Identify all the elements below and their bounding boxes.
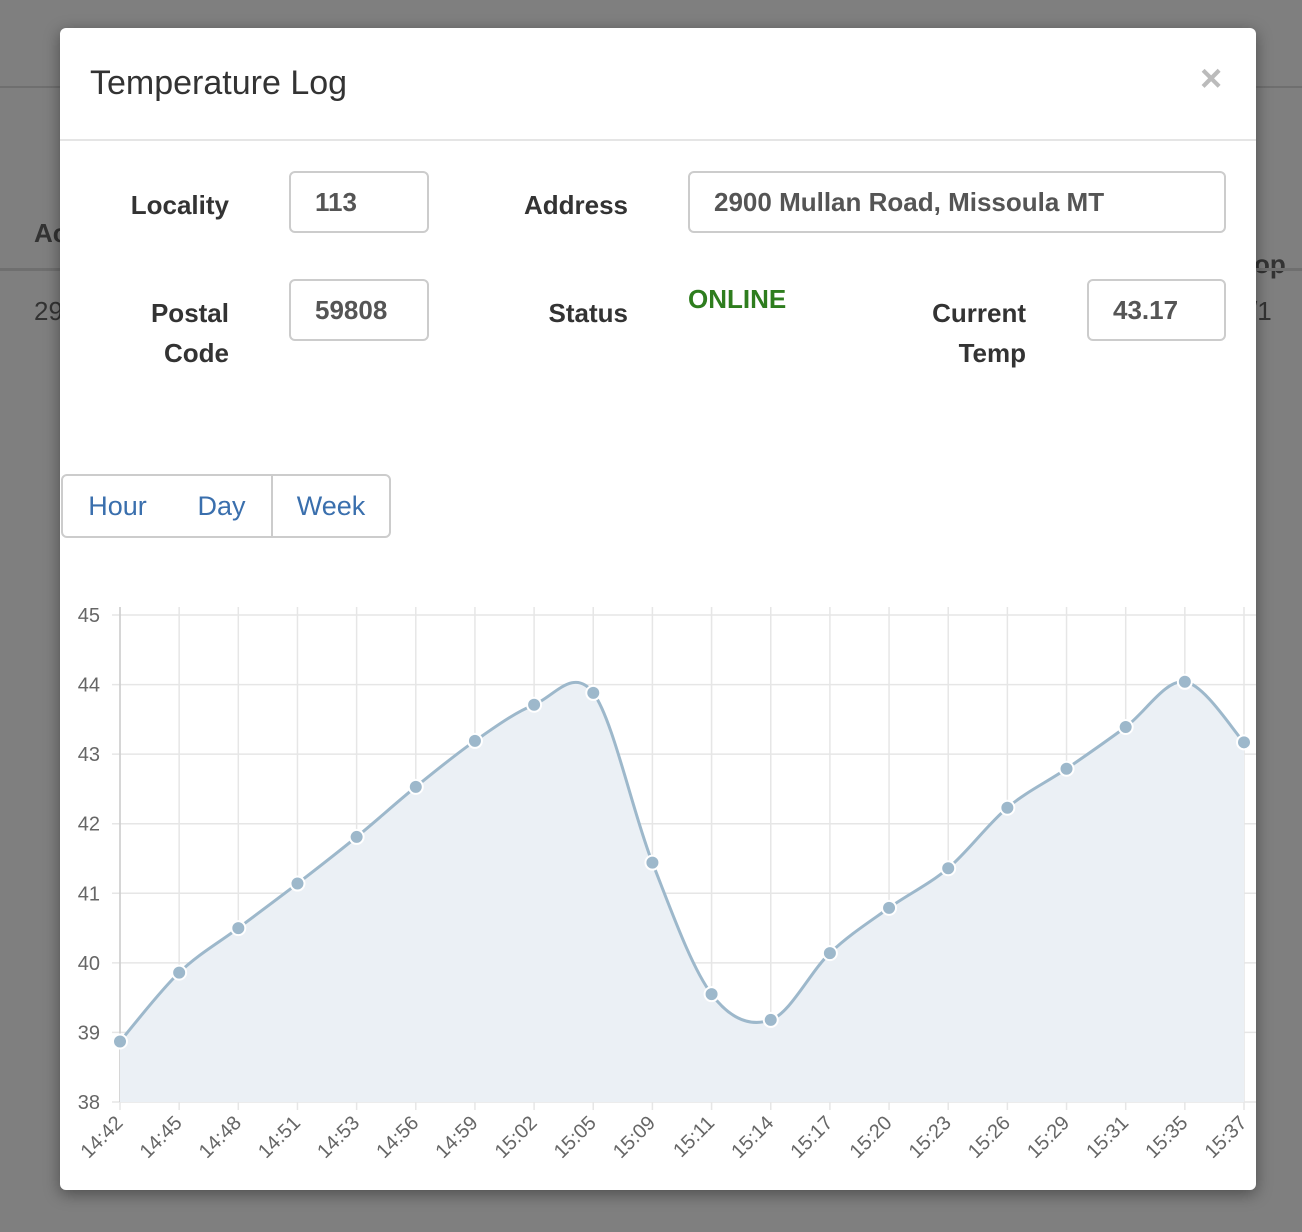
x-tick-label: 15:37 <box>1201 1112 1252 1163</box>
header-divider <box>60 139 1256 141</box>
data-point <box>112 1033 128 1050</box>
status-value: ONLINE <box>688 284 787 314</box>
data-point <box>526 696 543 713</box>
x-tick-label: 15:09 <box>609 1112 660 1163</box>
x-tick-label: 14:56 <box>372 1112 423 1163</box>
text-input[interactable]: 2900 Mullan Road, Missoula MT <box>688 171 1226 233</box>
field-label: Address <box>523 190 628 220</box>
range-button[interactable]: Hour <box>61 474 174 538</box>
x-tick-label: 15:31 <box>1082 1112 1133 1163</box>
y-tick-label: 41 <box>78 883 100 905</box>
data-point <box>999 799 1016 816</box>
range-button[interactable]: Week <box>271 474 391 538</box>
data-point <box>1236 734 1252 751</box>
text-input[interactable]: 113 <box>289 171 429 233</box>
field-label: Current Temp <box>932 298 1026 368</box>
data-point <box>762 1011 779 1028</box>
data-point <box>821 945 838 962</box>
data-point <box>644 854 661 871</box>
y-tick-label: 40 <box>78 953 100 975</box>
x-tick-label: 14:51 <box>254 1112 305 1163</box>
y-tick-label: 44 <box>78 675 100 697</box>
close-button[interactable]: × <box>1200 58 1223 100</box>
x-tick-label: 14:59 <box>432 1112 483 1163</box>
x-tick-label: 15:23 <box>905 1112 956 1163</box>
x-tick-label: 14:42 <box>77 1112 128 1163</box>
field-label: Postal Code <box>150 298 229 368</box>
x-tick-label: 15:02 <box>491 1112 542 1163</box>
line <box>118 680 1246 1043</box>
y-tick-label: 38 <box>78 1092 100 1114</box>
field-label: Locality <box>130 190 229 220</box>
data-point <box>466 732 483 749</box>
data-point <box>1176 673 1193 690</box>
data-point <box>407 778 424 795</box>
text-input[interactable]: 43.17 <box>1087 279 1226 341</box>
y-tick-label: 43 <box>78 744 100 766</box>
x-tick-label: 15:29 <box>1023 1112 1074 1163</box>
data-point <box>1117 719 1134 736</box>
data-point <box>1058 760 1075 777</box>
y-tick-label: 39 <box>78 1022 100 1044</box>
y-tick-label: 42 <box>78 814 100 836</box>
data-point <box>230 920 247 937</box>
data-point <box>940 860 957 877</box>
x-tick-label: 15:20 <box>846 1112 897 1163</box>
data-point <box>585 684 602 701</box>
field-label: Status <box>548 298 628 328</box>
modal-title: Temperature Log <box>90 64 348 102</box>
x-tick-label: 14:48 <box>195 1112 246 1163</box>
x-tick-label: 14:53 <box>313 1112 364 1163</box>
x-tick-label: 15:17 <box>786 1112 837 1163</box>
y-tick-label: 45 <box>78 605 100 627</box>
x-tick-label: 14:45 <box>136 1112 187 1163</box>
text-input[interactable]: 59808 <box>289 279 429 341</box>
bg-cell: 29 <box>34 296 63 326</box>
data-point <box>703 986 720 1003</box>
data-point <box>881 899 898 916</box>
data-point <box>289 875 306 892</box>
x-tick-label: 15:26 <box>964 1112 1015 1163</box>
data-point <box>171 964 188 981</box>
x-tick-label: 15:11 <box>669 1112 719 1162</box>
x-tick-label: 15:35 <box>1141 1112 1192 1163</box>
x-tick-label: 15:14 <box>727 1112 778 1163</box>
area <box>120 681 1244 1102</box>
range-button[interactable]: Day <box>172 474 273 538</box>
x-tick-label: 15:05 <box>550 1112 601 1163</box>
data-point <box>348 828 365 845</box>
